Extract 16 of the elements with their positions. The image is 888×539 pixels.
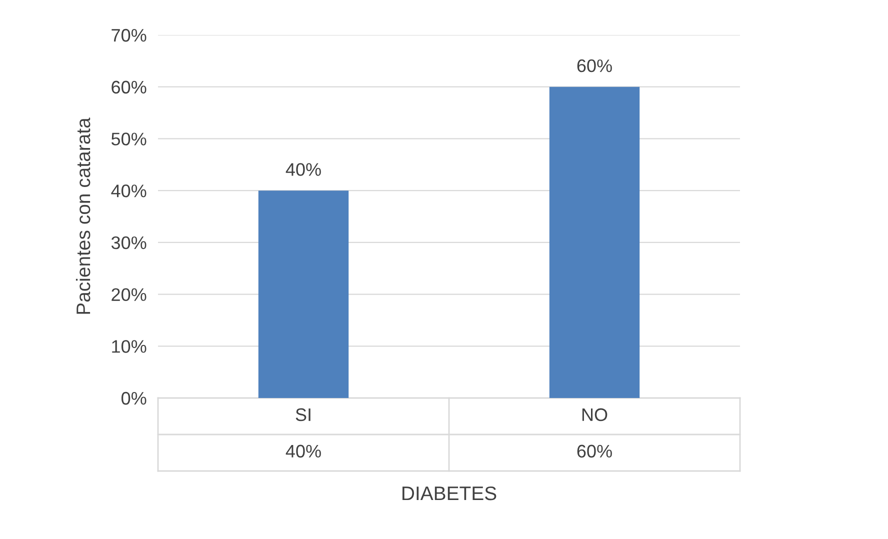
- y-tick-label: 20%: [112, 288, 146, 302]
- text: 60%: [577, 59, 612, 72]
- data-label: 60%: [577, 444, 612, 458]
- y-axis-title: Pacientes con catarata: [76, 118, 90, 314]
- y-tick-label: 0%: [122, 392, 146, 405]
- x-tick-label: SI: [296, 408, 310, 422]
- data-label: 40%: [286, 444, 321, 458]
- y-tick-label: 70%: [112, 28, 146, 42]
- y-tick-label: 30%: [111, 236, 146, 250]
- text: 40%: [286, 163, 321, 176]
- x-axis-title: DIABETES: [402, 486, 496, 500]
- x-tick-label: NO: [582, 408, 608, 422]
- y-tick-label: 10%: [112, 340, 146, 353]
- y-tick-label: 60%: [112, 80, 146, 94]
- y-tick-label: 50%: [111, 132, 146, 146]
- y-tick-label: 40%: [111, 184, 146, 198]
